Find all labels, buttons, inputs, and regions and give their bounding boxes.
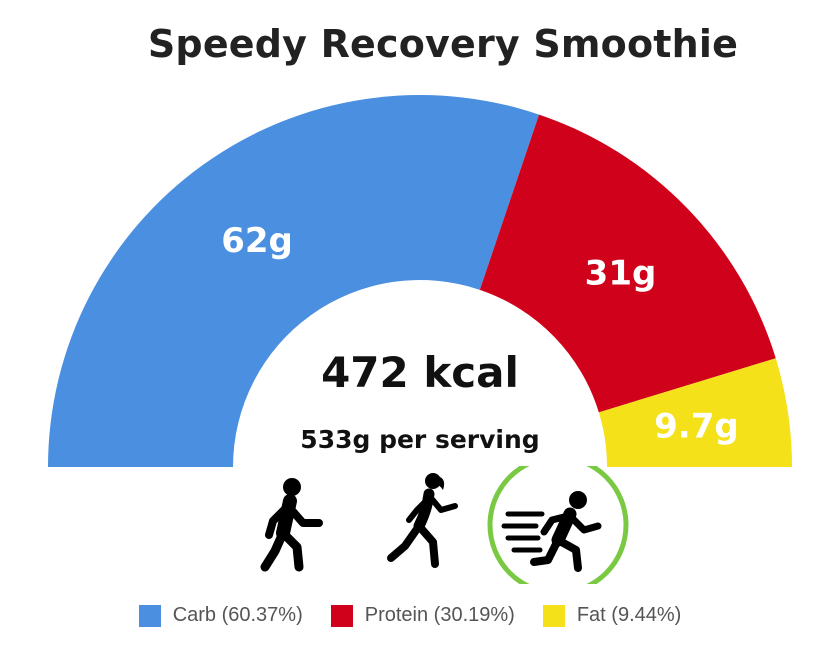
legend-item-protein: Protein (30.19%) [330, 604, 515, 627]
running-woman-icon [387, 473, 458, 568]
slice-label-carb: 62g [221, 221, 293, 261]
slice-fat [598, 358, 792, 467]
slice-protein [479, 114, 776, 413]
legend-swatch-carb [138, 604, 161, 627]
chart-legend: Carb (60.37%) Protein (30.19%) Fat (9.44… [0, 604, 820, 627]
slice-label-fat: 9.7g [654, 407, 739, 447]
sprinting-person-icon [487, 466, 629, 584]
activity-running[interactable] [352, 466, 496, 584]
slice-label-protein: 31g [585, 253, 657, 293]
legend-label-protein: Protein (30.19%) [364, 604, 515, 626]
activity-sprinting-selected[interactable] [486, 466, 630, 584]
chart-title: Speedy Recovery Smoothie [147, 22, 739, 66]
legend-item-fat: Fat (9.44%) [542, 604, 682, 627]
calories-label: 472 kcal [321, 348, 519, 397]
legend-label-fat: Fat (9.44%) [576, 604, 682, 626]
legend-label-carb: Carb (60.37%) [172, 604, 303, 626]
slice-carb [48, 95, 540, 467]
macro-gauge-chart: 62g 31g 9.7g 472 kcal 533g per serving [48, 95, 792, 467]
walking-person-icon [260, 478, 323, 572]
activity-walking[interactable] [218, 466, 362, 584]
serving-size-label: 533g per serving [300, 425, 539, 454]
legend-item-carb: Carb (60.37%) [138, 604, 303, 627]
legend-swatch-fat [542, 604, 565, 627]
legend-swatch-protein [330, 604, 353, 627]
